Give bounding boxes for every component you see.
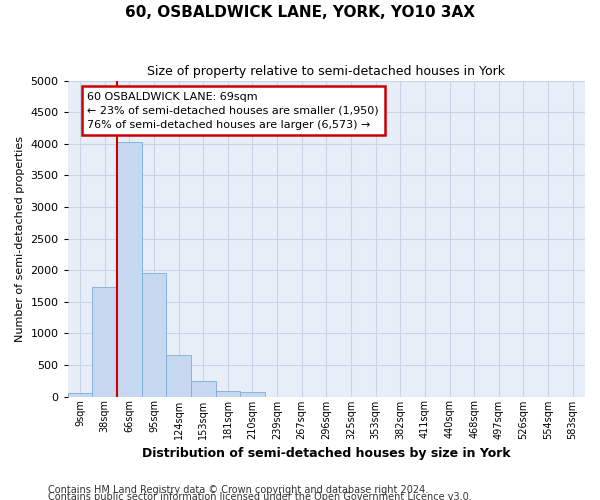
Bar (191, 382, 215, 396)
Bar (68, 393, 92, 396)
Bar (92, 286, 117, 397)
X-axis label: Distribution of semi-detached houses by size in York: Distribution of semi-detached houses by … (142, 447, 511, 460)
Title: Size of property relative to semi-detached houses in York: Size of property relative to semi-detach… (148, 65, 505, 78)
Bar (142, 274, 166, 396)
Text: Contains HM Land Registry data © Crown copyright and database right 2024.: Contains HM Land Registry data © Crown c… (48, 485, 428, 495)
Text: Contains public sector information licensed under the Open Government Licence v3: Contains public sector information licen… (48, 492, 472, 500)
Text: 60, OSBALDWICK LANE, YORK, YO10 3AX: 60, OSBALDWICK LANE, YORK, YO10 3AX (125, 5, 475, 20)
Bar (166, 355, 191, 397)
Text: 60 OSBALDWICK LANE: 69sqm
← 23% of semi-detached houses are smaller (1,950)
76% : 60 OSBALDWICK LANE: 69sqm ← 23% of semi-… (88, 92, 379, 130)
Bar (240, 392, 265, 396)
Bar (215, 391, 240, 396)
Y-axis label: Number of semi-detached properties: Number of semi-detached properties (15, 136, 25, 342)
Bar (117, 142, 142, 397)
